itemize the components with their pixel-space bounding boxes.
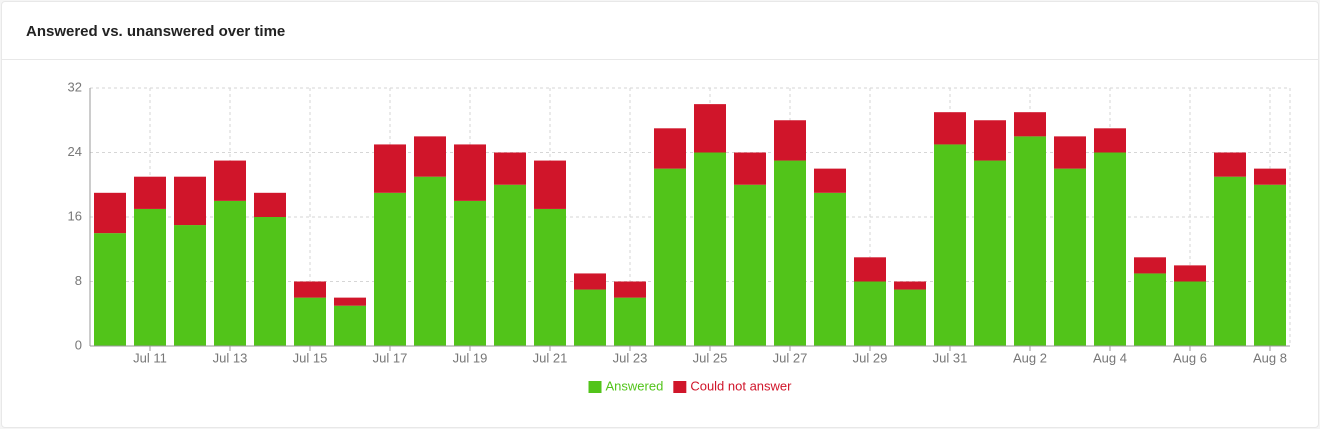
- bar-segment: [174, 176, 206, 226]
- y-tick-label: 32: [68, 79, 82, 94]
- bar-segment: [494, 184, 526, 346]
- bar-segment: [214, 160, 246, 201]
- bar-segment: [374, 144, 406, 193]
- bar-segment: [1174, 281, 1206, 346]
- bar-segment: [974, 120, 1006, 161]
- bar-segment: [454, 200, 486, 346]
- bar-segment: [574, 289, 606, 346]
- legend-label: Could not answer: [690, 378, 792, 393]
- bar-segment: [574, 273, 606, 290]
- bar-segment: [174, 225, 206, 346]
- bar-segment: [734, 184, 766, 346]
- bar-segment: [854, 281, 886, 346]
- y-tick-label: 8: [75, 273, 82, 288]
- x-tick-label: Jul 17: [373, 350, 408, 365]
- bar-segment: [294, 281, 326, 298]
- bar-segment: [1134, 273, 1166, 346]
- bar-segment: [614, 297, 646, 346]
- bar-segment: [814, 192, 846, 346]
- bar-segment: [1214, 176, 1246, 346]
- y-tick-label: 0: [75, 337, 82, 352]
- x-tick-label: Jul 25: [693, 350, 728, 365]
- x-tick-label: Jul 13: [213, 350, 248, 365]
- bar-segment: [1054, 136, 1086, 169]
- bar-segment: [934, 112, 966, 145]
- bar-segment: [374, 192, 406, 346]
- bar-segment: [534, 208, 566, 346]
- x-tick-label: Aug 8: [1253, 350, 1287, 365]
- legend-swatch: [588, 381, 602, 393]
- bar-segment: [814, 168, 846, 193]
- card-title: Answered vs. unanswered over time: [2, 2, 1318, 60]
- bar-segment: [694, 104, 726, 153]
- bar-segment: [1054, 168, 1086, 346]
- bar-segment: [1014, 136, 1046, 346]
- bar-segment: [1014, 112, 1046, 137]
- bar-segment: [414, 136, 446, 177]
- x-tick-label: Jul 21: [533, 350, 568, 365]
- bar-segment: [1134, 257, 1166, 274]
- bar-segment: [414, 176, 446, 346]
- bar-segment: [94, 233, 126, 346]
- x-tick-label: Jul 27: [773, 350, 808, 365]
- bar-segment: [1254, 168, 1286, 185]
- bar-segment: [894, 289, 926, 346]
- y-tick-label: 16: [68, 208, 82, 223]
- bar-segment: [254, 192, 286, 217]
- bar-segment: [1094, 128, 1126, 153]
- bar-segment: [294, 297, 326, 346]
- bar-segment: [94, 192, 126, 234]
- x-tick-label: Aug 2: [1013, 350, 1047, 365]
- bar-segment: [1254, 184, 1286, 346]
- x-tick-label: Jul 19: [453, 350, 488, 365]
- x-tick-label: Jul 31: [933, 350, 968, 365]
- bar-segment: [614, 281, 646, 298]
- bar-segment: [134, 208, 166, 346]
- bar-segment: [254, 217, 286, 346]
- x-tick-label: Aug 4: [1093, 350, 1127, 365]
- x-tick-label: Jul 29: [853, 350, 888, 365]
- bar-segment: [694, 152, 726, 346]
- bar-segment: [654, 128, 686, 169]
- bar-segment: [854, 257, 886, 282]
- bar-segment: [1174, 265, 1206, 282]
- bar-segment: [134, 176, 166, 209]
- x-tick-label: Jul 11: [133, 350, 167, 365]
- bar-segment: [774, 120, 806, 161]
- bar-segment: [934, 144, 966, 346]
- y-tick-label: 24: [68, 144, 82, 159]
- bar-segment: [1094, 152, 1126, 346]
- legend-label: Answered: [606, 378, 664, 393]
- bar-segment: [214, 200, 246, 346]
- bar-segment: [334, 305, 366, 346]
- bar-segment: [974, 160, 1006, 346]
- bar-segment: [454, 144, 486, 201]
- bar-segment: [494, 152, 526, 185]
- x-tick-label: Jul 15: [293, 350, 328, 365]
- bar-segment: [334, 297, 366, 306]
- legend: Answered Could not answer: [588, 378, 792, 393]
- x-tick-label: Jul 23: [613, 350, 648, 365]
- bar-segment: [1214, 152, 1246, 177]
- x-tick-label: Aug 6: [1173, 350, 1207, 365]
- bar-segment: [894, 281, 926, 290]
- bar-segment: [734, 152, 766, 185]
- bar-segment: [534, 160, 566, 209]
- bar-segment: [774, 160, 806, 346]
- bar-segment: [654, 168, 686, 346]
- legend-swatch: [673, 381, 687, 393]
